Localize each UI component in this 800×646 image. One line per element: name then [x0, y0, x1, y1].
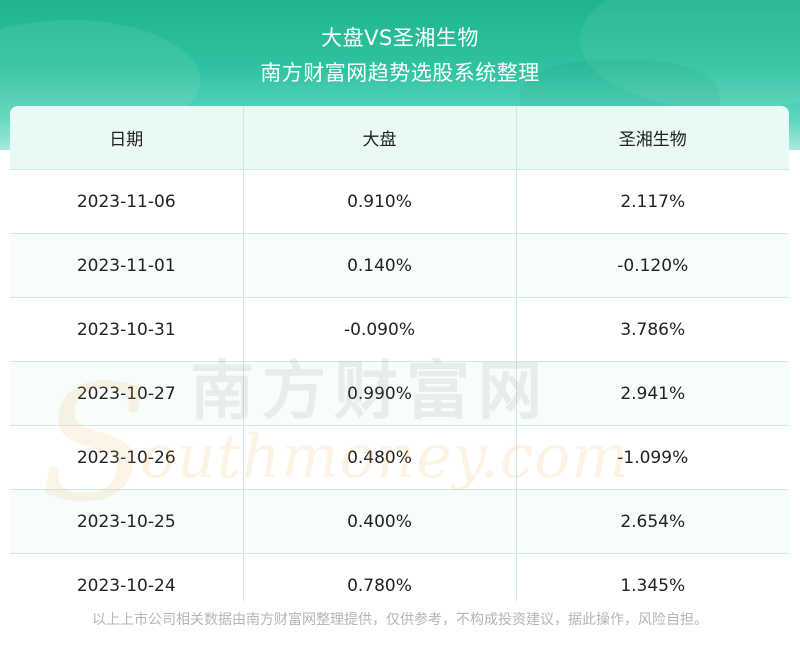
comparison-table-container: 日期 大盘 圣湘生物 2023-11-06 0.910% 2.117% 2023…: [10, 106, 789, 601]
stock-change-cell: -0.120%: [515, 233, 789, 298]
date-cell: 2023-10-24: [10, 553, 243, 601]
date-cell: 2023-10-31: [10, 297, 243, 362]
date-cell: 2023-10-25: [10, 489, 243, 554]
date-cell: 2023-10-26: [10, 425, 243, 490]
stock-change-cell: 3.786%: [515, 297, 789, 362]
market-change-cell: 0.480%: [242, 425, 516, 490]
stock-change-cell: 1.345%: [515, 553, 789, 601]
table-header-row: 日期 大盘 圣湘生物: [10, 106, 789, 170]
stock-change-cell: 2.117%: [515, 169, 789, 234]
market-change-cell: 0.910%: [242, 169, 516, 234]
table-row: 2023-10-24 0.780% 1.345%: [10, 553, 789, 601]
table-row: 2023-11-06 0.910% 2.117%: [10, 169, 789, 234]
table-row: 2023-10-27 0.990% 2.941%: [10, 361, 789, 426]
footer-disclaimer: 以上上市公司相关数据由南方财富网整理提供，仅供参考，不构成投资建议，据此操作，风…: [92, 612, 708, 628]
table-row: 2023-10-25 0.400% 2.654%: [10, 489, 789, 554]
date-cell: 2023-11-06: [10, 169, 243, 234]
table-row: 2023-10-26 0.480% -1.099%: [10, 425, 789, 490]
table-row: 2023-10-31 -0.090% 3.786%: [10, 297, 789, 362]
column-header-date: 日期: [10, 106, 243, 170]
table-row: 2023-11-01 0.140% -0.120%: [10, 233, 789, 298]
market-change-cell: 0.990%: [242, 361, 516, 426]
market-change-cell: 0.400%: [242, 489, 516, 554]
stock-change-cell: 2.654%: [515, 489, 789, 554]
page-subtitle: 南方财富网趋势选股系统整理: [260, 61, 540, 85]
column-header-market: 大盘: [242, 106, 516, 170]
market-change-cell: -0.090%: [242, 297, 516, 362]
page-title: 大盘VS圣湘生物: [321, 26, 479, 50]
date-cell: 2023-11-01: [10, 233, 243, 298]
stock-change-cell: -1.099%: [515, 425, 789, 490]
stock-change-cell: 2.941%: [515, 361, 789, 426]
date-cell: 2023-10-27: [10, 361, 243, 426]
market-change-cell: 0.140%: [242, 233, 516, 298]
market-change-cell: 0.780%: [242, 553, 516, 601]
comparison-table: 日期 大盘 圣湘生物 2023-11-06 0.910% 2.117% 2023…: [10, 106, 789, 601]
column-header-stock: 圣湘生物: [515, 106, 789, 170]
